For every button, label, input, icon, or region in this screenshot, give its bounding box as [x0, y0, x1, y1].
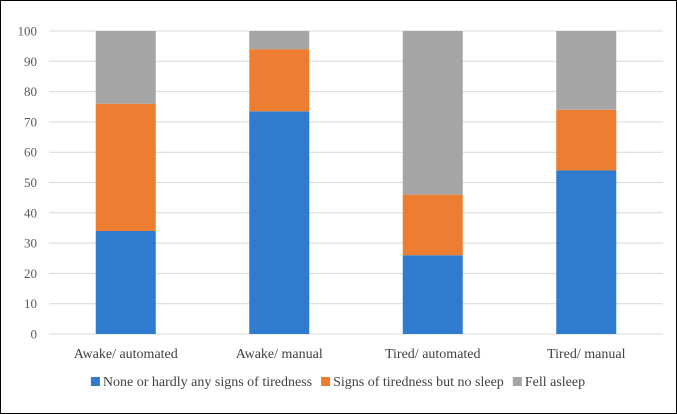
x-category-label: Tired/ manual — [547, 347, 626, 362]
y-tick-label: 90 — [24, 54, 37, 69]
legend-item: Fell asleep — [512, 375, 585, 390]
bar-segment — [556, 109, 617, 171]
bar-segment — [402, 255, 463, 334]
y-axis-ticks: 0 10 20 30 40 50 60 70 80 90 100 — [18, 24, 38, 342]
bar-segment — [249, 111, 310, 334]
x-category-label: Tired/ automated — [385, 347, 481, 362]
bar-segment — [556, 170, 617, 334]
bar-segment — [95, 230, 156, 334]
legend-label: Signs of tiredness but no sleep — [333, 375, 504, 390]
y-tick-label: 60 — [24, 145, 37, 160]
legend-label: None or hardly any signs of tiredness — [103, 375, 312, 390]
bar-segment — [402, 194, 463, 256]
bars — [95, 31, 617, 334]
legend-item: None or hardly any signs of tiredness — [90, 375, 312, 390]
y-tick-label: 80 — [24, 84, 37, 99]
legend-item: Signs of tiredness but no sleep — [321, 375, 504, 390]
legend: None or hardly any signs of tiredness Sig… — [90, 375, 585, 390]
bar-segment — [249, 49, 310, 112]
y-tick-label: 10 — [24, 296, 37, 311]
legend-swatch — [90, 377, 100, 386]
bar-segment — [95, 103, 156, 231]
x-category-label: Awake/ automated — [74, 347, 178, 362]
y-tick-label: 20 — [24, 266, 37, 281]
legend-label: Fell asleep — [525, 375, 585, 390]
y-tick-label: 50 — [24, 175, 37, 190]
x-axis-labels: Awake/ automated Awake/ manual Tired/ auto… — [74, 347, 626, 362]
legend-swatch — [512, 377, 522, 386]
y-tick-label: 70 — [24, 114, 37, 129]
y-tick-label: 40 — [24, 205, 37, 220]
x-category-label: Awake/ manual — [236, 347, 323, 362]
bar-segment — [556, 31, 617, 110]
y-tick-label: 0 — [31, 327, 38, 342]
y-tick-label: 30 — [24, 236, 37, 251]
bar-segment — [402, 31, 463, 195]
y-tick-label: 100 — [18, 24, 38, 39]
bar-segment — [95, 31, 156, 104]
bar-segment — [249, 31, 310, 50]
legend-swatch — [321, 377, 331, 386]
